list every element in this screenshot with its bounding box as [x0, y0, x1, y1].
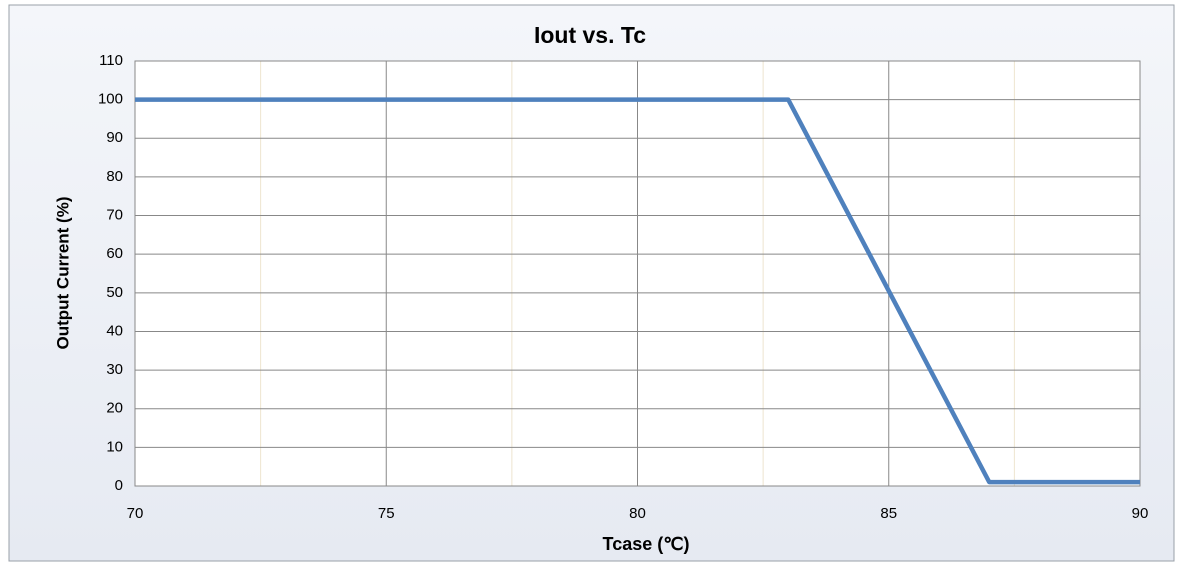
x-tick-label: 70 — [127, 505, 144, 522]
y-tick-label: 40 — [106, 322, 123, 339]
y-tick-label: 10 — [106, 438, 123, 455]
y-tick-label: 100 — [98, 91, 123, 108]
y-tick-label: 70 — [106, 207, 123, 224]
y-tick-label: 20 — [106, 400, 123, 417]
y-tick-label: 90 — [106, 129, 123, 146]
y-tick-label: 0 — [115, 477, 123, 494]
data-line — [135, 97, 1140, 485]
x-tick-label: 80 — [629, 505, 646, 522]
chart-title: Iout vs. Tc — [534, 22, 646, 48]
y-tick-label: 60 — [106, 245, 123, 262]
y-tick-label: 110 — [99, 52, 123, 69]
x-tick-label: 75 — [378, 505, 395, 522]
y-axis-label: Output Current (%) — [53, 197, 72, 350]
y-tick-label: 30 — [106, 361, 123, 378]
x-axis-label: Tcase (℃) — [603, 534, 690, 554]
y-tick-label: 50 — [106, 284, 123, 301]
y-tick-label: 80 — [106, 168, 123, 185]
x-tick-label: 90 — [1132, 505, 1149, 522]
x-tick-label: 85 — [880, 505, 897, 522]
plot-border — [134, 60, 1141, 487]
